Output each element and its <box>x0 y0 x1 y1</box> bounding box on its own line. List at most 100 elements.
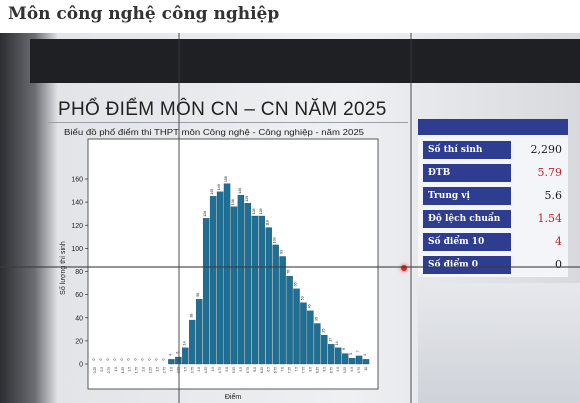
histogram-bar <box>189 319 196 365</box>
data-label: 149 <box>217 184 221 190</box>
x-tick-label: 1.0 <box>114 367 118 372</box>
histogram-bar <box>244 203 252 365</box>
data-label: 76 <box>287 270 291 274</box>
x-tick-label: 3.5 <box>183 367 187 372</box>
x-tick-label: 4.5 <box>211 367 215 372</box>
stats-row: Độ lệch chuẩn 1.54 <box>418 208 568 229</box>
x-tick-label: 7.75 <box>301 367 305 373</box>
data-label: 65 <box>294 282 298 286</box>
y-tick-label: 40 <box>75 315 83 322</box>
y-tick-label: 100 <box>71 246 83 253</box>
histogram-bar <box>230 206 238 365</box>
data-label: 139 <box>245 196 249 202</box>
y-tick-label: 0 <box>79 362 83 369</box>
data-label: 14 <box>182 341 186 345</box>
histogram-bar <box>328 344 335 365</box>
histogram-bar <box>341 353 349 365</box>
x-tick-label: 2.25 <box>149 367 153 373</box>
x-tick-label: 5.75 <box>246 367 250 373</box>
data-label: 4 <box>168 354 172 356</box>
y-tick-label: 20 <box>75 338 83 345</box>
histogram-bar <box>355 355 363 365</box>
x-tick-label: 9.0 <box>336 367 340 372</box>
data-label: 103 <box>273 237 277 243</box>
data-label: 136 <box>231 199 235 205</box>
y-tick-label: 120 <box>71 223 83 230</box>
slide: PHỔ ĐIỂM MÔN CN – CN NĂM 2025 Biểu đồ ph… <box>0 33 580 403</box>
data-label: 118 <box>266 220 270 226</box>
x-tick-label: 1.75 <box>135 367 139 373</box>
x-tick-label: 3.25 <box>176 367 180 373</box>
histogram-bar <box>314 323 321 365</box>
stats-header <box>418 119 568 135</box>
data-label: 9 <box>342 348 346 350</box>
x-tick-label: 9.5 <box>350 367 354 372</box>
histogram-bar <box>321 334 328 365</box>
x-tick-label: 1.5 <box>128 367 132 372</box>
y-tick-label: 60 <box>75 292 83 299</box>
x-tick-label: 7.0 <box>281 367 285 372</box>
histogram-bar <box>348 358 356 365</box>
slide-title: PHỔ ĐIỂM MÔN CN – CN NĂM 2025 <box>58 99 387 120</box>
data-label: 25 <box>321 329 325 333</box>
slide-top-banner <box>30 39 580 83</box>
histogram-bar <box>334 347 342 365</box>
chart-title: Biểu đồ phổ điểm thi THPT môn Công nghệ … <box>64 127 364 137</box>
histogram-bar <box>196 299 203 365</box>
data-label: 14 <box>335 341 339 345</box>
x-tick-label: 0.75 <box>107 367 111 373</box>
stats-row: ĐTB 5.79 <box>418 162 568 183</box>
stats-row: Số thí sinh 2,290 <box>418 139 568 160</box>
x-tick-label: 9.25 <box>343 367 347 373</box>
histogram-bar <box>300 302 307 365</box>
data-label: 0 <box>141 359 145 361</box>
x-tick-label: 6.75 <box>274 367 278 373</box>
article-heading: Môn công nghệ công nghiệp <box>8 4 280 24</box>
histogram-bar <box>258 215 265 365</box>
y-tick-label: 140 <box>71 200 83 207</box>
x-tick-label: 3.0 <box>169 367 173 372</box>
presentation-photo: PHỔ ĐIỂM MÔN CN – CN NĂM 2025 Biểu đồ ph… <box>0 33 580 403</box>
histogram-bar <box>182 347 189 365</box>
histogram-bar <box>272 244 279 365</box>
x-tick-label: 0.5 <box>100 367 104 372</box>
x-tick-label: 8.0 <box>308 367 312 372</box>
stats-value: 5.6 <box>544 189 563 202</box>
stats-row: Số điểm 0 0 <box>418 254 568 275</box>
histogram-bar <box>286 275 293 365</box>
data-label: 56 <box>196 293 200 297</box>
x-tick-label: 9.75 <box>357 367 361 373</box>
x-tick-label: 4.0 <box>197 367 201 372</box>
data-label: 126 <box>203 211 207 217</box>
x-tick-label: 6.0 <box>253 367 257 372</box>
histogram-bar <box>362 359 370 365</box>
data-label: 0 <box>99 359 103 361</box>
data-label: 0 <box>113 359 117 361</box>
stats-value: 4 <box>555 235 562 248</box>
stats-label: Độ lệch chuẩn <box>423 209 511 228</box>
data-label: 7 <box>356 350 360 352</box>
x-tick-label: 6.25 <box>260 367 264 373</box>
histogram-bar <box>293 288 300 365</box>
title-divider <box>48 122 408 123</box>
histogram-bar <box>251 215 259 365</box>
x-tick-label: 0.25 <box>93 367 97 373</box>
stats-label: ĐTB <box>423 163 511 182</box>
stats-label: Số điểm 10 <box>423 232 511 251</box>
data-label: 38 <box>189 314 193 318</box>
x-tick-label: 8.75 <box>329 367 333 373</box>
data-label: 4 <box>363 354 367 356</box>
x-tick-label: 10 <box>364 367 368 371</box>
x-tick-label: 2.5 <box>156 367 160 372</box>
data-label: 145 <box>210 189 214 195</box>
x-tick-label: 8.25 <box>315 367 319 373</box>
stats-label: Số thí sinh <box>423 140 511 159</box>
x-tick-label: 2.0 <box>142 367 146 372</box>
x-axis: 0.25 0.5 0.75 1.0 1.25 1.5 1.75 2.0 2.25 2.5 2.75 3… <box>93 367 368 373</box>
x-tick-label: 5.0 <box>225 367 229 372</box>
x-tick-label: 2.75 <box>162 367 166 373</box>
laser-pointer-dot <box>401 265 407 271</box>
x-tick-label: 8.5 <box>322 367 326 372</box>
x-tick-label: 4.75 <box>218 367 222 373</box>
x-tick-label: 4.25 <box>204 367 208 373</box>
